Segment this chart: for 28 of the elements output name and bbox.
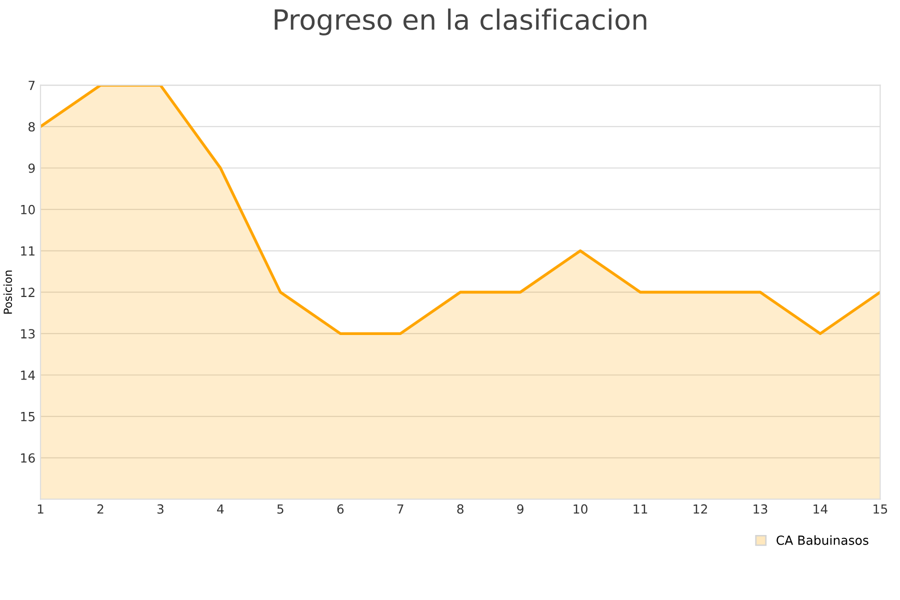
y-axis-title: Posicion [3,270,12,314]
y-tick-label: 13 [21,329,35,339]
x-tick-label: 6 [337,504,344,514]
y-tick-label: 15 [21,412,35,422]
x-tick-label: 12 [694,504,707,514]
y-tick-label: 14 [21,370,35,380]
x-tick-label: 8 [457,504,464,514]
x-tick-label: 4 [217,504,224,514]
y-tick-label: 7 [28,80,35,90]
x-tick-label: 5 [277,504,284,514]
legend-label: CA Babuinasos [776,535,868,545]
x-tick-label: 13 [754,504,768,514]
y-tick-label: 9 [28,163,35,173]
chart-title: Progreso en la clasificacion [274,8,646,36]
y-tick-label: 10 [21,204,35,214]
x-tick-label: 15 [874,504,888,514]
x-tick-label: 9 [517,504,524,514]
x-tick-label: 11 [634,504,648,514]
x-tick-label: 1 [38,504,44,514]
x-tick-label: 7 [397,504,404,514]
y-tick-label: 11 [21,246,34,256]
x-tick-label: 14 [814,504,828,514]
y-tick-label: 16 [21,453,35,463]
y-tick-label: 12 [21,288,34,297]
x-tick-label: 3 [157,504,164,514]
x-tick-label: 2 [97,504,104,514]
y-tick-label: 8 [28,122,35,132]
x-tick-label: 10 [574,504,588,514]
